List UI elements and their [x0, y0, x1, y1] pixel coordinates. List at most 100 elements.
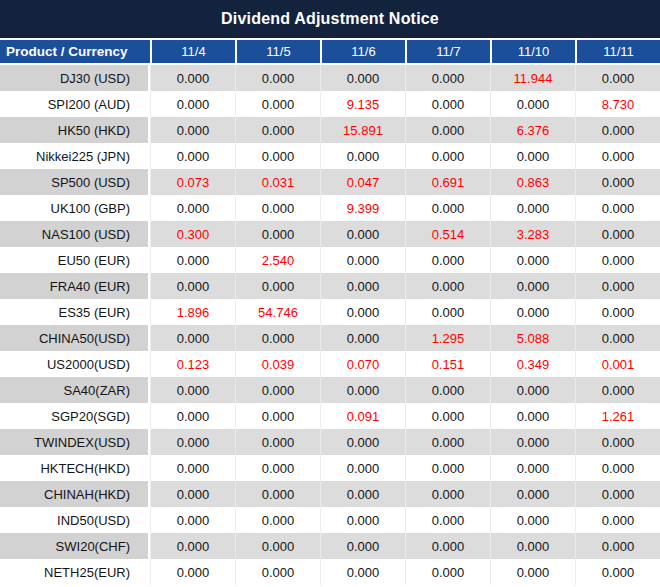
- value-cell: 6.376: [490, 117, 575, 143]
- value-cell: 0.000: [575, 507, 660, 533]
- value-cell: 0.123: [150, 351, 235, 377]
- table-row: SPI200 (AUD)0.0000.0009.1350.0000.0008.7…: [0, 91, 660, 117]
- value-cell: 0.000: [575, 195, 660, 221]
- product-cell: CHINAH(HKD): [0, 481, 150, 507]
- table-row: FRA40 (EUR)0.0000.0000.0000.0000.0000.00…: [0, 273, 660, 299]
- value-cell: 0.091: [320, 403, 405, 429]
- table-row: Nikkei225 (JPN)0.0000.0000.0000.0000.000…: [0, 143, 660, 169]
- value-cell: 9.399: [320, 195, 405, 221]
- value-cell: 0.000: [575, 117, 660, 143]
- value-cell: 0.000: [405, 299, 490, 325]
- value-cell: 0.000: [405, 91, 490, 117]
- value-cell: 0.000: [320, 429, 405, 455]
- value-cell: 0.000: [405, 507, 490, 533]
- value-cell: 0.000: [150, 403, 235, 429]
- value-cell: 0.000: [320, 377, 405, 403]
- product-cell: EU50 (EUR): [0, 247, 150, 273]
- value-cell: 0.000: [150, 507, 235, 533]
- value-cell: 0.000: [405, 65, 490, 91]
- value-cell: 0.073: [150, 169, 235, 195]
- table-row: HKTECH(HKD)0.0000.0000.0000.0000.0000.00…: [0, 455, 660, 481]
- value-cell: 0.000: [150, 273, 235, 299]
- value-cell: 0.039: [235, 351, 320, 377]
- product-cell: HK50 (HKD): [0, 117, 150, 143]
- value-cell: 0.000: [235, 65, 320, 91]
- value-cell: 0.000: [490, 481, 575, 507]
- value-cell: 0.000: [320, 273, 405, 299]
- value-cell: 0.000: [150, 325, 235, 351]
- value-cell: 0.000: [575, 273, 660, 299]
- value-cell: 15.891: [320, 117, 405, 143]
- value-cell: 0.000: [405, 429, 490, 455]
- product-cell: CHINA50(USD): [0, 325, 150, 351]
- value-cell: 0.000: [235, 221, 320, 247]
- value-cell: 0.000: [490, 455, 575, 481]
- table-row: CHINAH(HKD)0.0000.0000.0000.0000.0000.00…: [0, 481, 660, 507]
- table-row: EU50 (EUR)0.0002.5400.0000.0000.0000.000: [0, 247, 660, 273]
- table-row: IND50(USD)0.0000.0000.0000.0000.0000.000: [0, 507, 660, 533]
- value-cell: 0.000: [490, 429, 575, 455]
- value-cell: 0.000: [490, 195, 575, 221]
- page-title: Dividend Adjustment Notice: [0, 0, 660, 38]
- column-header-date: 11/4: [150, 40, 235, 65]
- value-cell: 0.000: [575, 299, 660, 325]
- value-cell: 0.000: [150, 481, 235, 507]
- product-cell: TWINDEX(USD): [0, 429, 150, 455]
- product-cell: UK100 (GBP): [0, 195, 150, 221]
- value-cell: 0.000: [405, 143, 490, 169]
- value-cell: 0.000: [235, 403, 320, 429]
- value-cell: 0.000: [150, 455, 235, 481]
- value-cell: 0.000: [490, 247, 575, 273]
- value-cell: 0.000: [235, 195, 320, 221]
- value-cell: 0.000: [150, 143, 235, 169]
- value-cell: 0.000: [320, 299, 405, 325]
- value-cell: 0.000: [235, 455, 320, 481]
- value-cell: 0.000: [405, 455, 490, 481]
- value-cell: 0.001: [575, 351, 660, 377]
- value-cell: 0.000: [235, 429, 320, 455]
- value-cell: 0.000: [490, 559, 575, 585]
- value-cell: 0.514: [405, 221, 490, 247]
- value-cell: 0.000: [575, 533, 660, 559]
- value-cell: 0.000: [320, 143, 405, 169]
- value-cell: 0.000: [405, 247, 490, 273]
- value-cell: 0.000: [150, 559, 235, 585]
- value-cell: 0.000: [235, 143, 320, 169]
- product-cell: SWI20(CHF): [0, 533, 150, 559]
- dividend-notice-panel: Dividend Adjustment Notice Product / Cur…: [0, 0, 660, 587]
- column-header-date: 11/6: [320, 40, 405, 65]
- product-cell: DJ30 (USD): [0, 65, 150, 91]
- value-cell: 0.000: [405, 117, 490, 143]
- value-cell: 0.000: [575, 377, 660, 403]
- value-cell: 0.000: [320, 247, 405, 273]
- value-cell: 0.000: [575, 429, 660, 455]
- table-row: UK100 (GBP)0.0000.0009.3990.0000.0000.00…: [0, 195, 660, 221]
- value-cell: 0.000: [235, 91, 320, 117]
- value-cell: 0.000: [490, 403, 575, 429]
- value-cell: 0.000: [575, 455, 660, 481]
- value-cell: 0.000: [490, 273, 575, 299]
- value-cell: 0.000: [575, 221, 660, 247]
- product-cell: SP500 (USD): [0, 169, 150, 195]
- value-cell: 0.000: [490, 91, 575, 117]
- value-cell: 5.088: [490, 325, 575, 351]
- table-row: CHINA50(USD)0.0000.0000.0001.2955.0880.0…: [0, 325, 660, 351]
- value-cell: 0.000: [405, 273, 490, 299]
- product-cell: Nikkei225 (JPN): [0, 143, 150, 169]
- product-cell: HKTECH(HKD): [0, 455, 150, 481]
- value-cell: 0.000: [405, 195, 490, 221]
- value-cell: 0.000: [490, 507, 575, 533]
- value-cell: 0.349: [490, 351, 575, 377]
- value-cell: 0.000: [575, 143, 660, 169]
- table-row: ES35 (EUR)1.89654.7460.0000.0000.0000.00…: [0, 299, 660, 325]
- table-row: HK50 (HKD)0.0000.00015.8910.0006.3760.00…: [0, 117, 660, 143]
- value-cell: 8.730: [575, 91, 660, 117]
- value-cell: 0.300: [150, 221, 235, 247]
- product-cell: IND50(USD): [0, 507, 150, 533]
- table-row: TWINDEX(USD)0.0000.0000.0000.0000.0000.0…: [0, 429, 660, 455]
- value-cell: 0.151: [405, 351, 490, 377]
- table-row: US2000(USD)0.1230.0390.0700.1510.3490.00…: [0, 351, 660, 377]
- value-cell: 0.691: [405, 169, 490, 195]
- value-cell: 54.746: [235, 299, 320, 325]
- value-cell: 0.000: [320, 455, 405, 481]
